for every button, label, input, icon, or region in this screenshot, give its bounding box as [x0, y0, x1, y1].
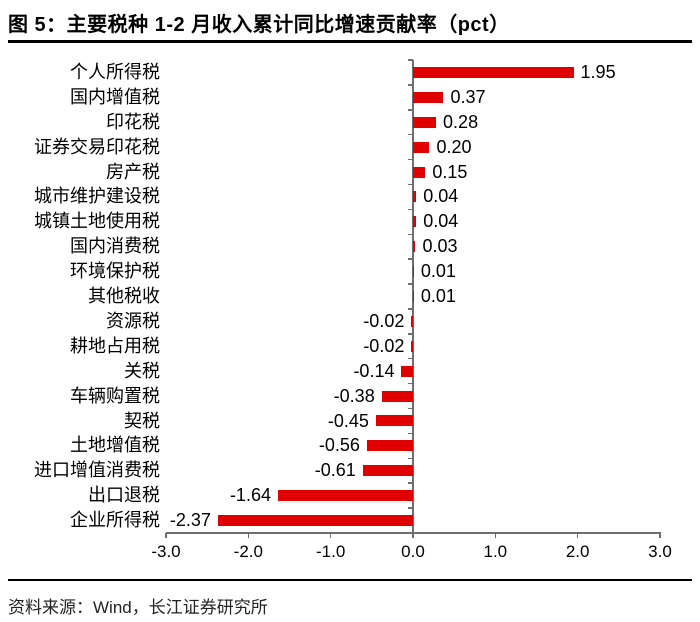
x-axis-tick: [576, 533, 579, 538]
x-axis-tick: [247, 533, 250, 538]
x-tick-label: 1.0: [483, 542, 508, 561]
value-label: -0.14: [353, 360, 395, 381]
bar: [413, 166, 426, 178]
value-label: 0.01: [420, 261, 456, 282]
y-axis-tick: [407, 507, 413, 509]
value-label: -0.61: [314, 460, 356, 481]
bar: [413, 116, 437, 128]
y-axis-tick: [407, 208, 413, 211]
y-axis-tick: [407, 233, 413, 235]
y-axis-tick: [407, 407, 413, 410]
category-label: 进口增值消费税: [34, 460, 160, 481]
bar: [413, 141, 430, 153]
bar: [401, 365, 413, 377]
y-axis-tick: [407, 333, 413, 335]
value-label: 0.04: [423, 211, 459, 232]
category-label: 契税: [124, 410, 160, 431]
value-label: -0.45: [327, 410, 369, 431]
bar: [413, 66, 574, 78]
category-label: 企业所得税: [70, 510, 160, 531]
value-label: 0.04: [423, 186, 459, 207]
value-label: -0.38: [333, 385, 375, 406]
bar: [413, 191, 417, 203]
value-label: 0.20: [436, 136, 472, 157]
bar: [413, 291, 414, 302]
x-tick-label: -2.0: [233, 542, 263, 561]
category-label: 耕地占用税: [70, 335, 160, 356]
category-label: 环境保护税: [70, 261, 160, 282]
x-axis-tick: [329, 533, 332, 538]
bar: [217, 515, 413, 527]
y-axis-tick: [407, 432, 413, 435]
value-label: 1.95: [580, 62, 616, 82]
category-label: 资源税: [106, 310, 160, 331]
title-divider: [8, 40, 692, 43]
value-label: -0.02: [363, 335, 405, 356]
category-label: 城市维护建设税: [34, 186, 160, 207]
value-label: -2.37: [169, 510, 211, 531]
bar: [411, 340, 413, 352]
y-axis-tick: [407, 183, 413, 186]
category-label: 证券交易印花税: [34, 136, 160, 157]
x-tick-label: 0.0: [401, 542, 425, 561]
y-axis-tick: [407, 308, 413, 310]
bar: [381, 390, 413, 402]
y-axis-tick: [407, 482, 413, 484]
value-label: 0.01: [420, 286, 456, 307]
x-axis-tick: [165, 533, 167, 538]
bar: [277, 490, 413, 502]
bar: [413, 241, 416, 253]
figure-title: 图 5：主要税种 1-2 月收入累计同比增速贡献率（pct）: [8, 14, 510, 36]
category-label: 国内增值税: [70, 86, 160, 107]
footer-divider: [8, 579, 692, 581]
x-axis-tick: [659, 533, 661, 538]
bar: [375, 415, 413, 427]
y-axis-tick: [407, 283, 413, 285]
category-label: 国内消费税: [70, 236, 160, 257]
category-label: 土地增值税: [70, 435, 160, 456]
category-label: 其他税收: [88, 286, 160, 307]
value-label: -0.02: [363, 310, 405, 331]
category-label: 车辆购置税: [70, 385, 160, 406]
x-tick-label: -1.0: [316, 542, 346, 561]
source-note: 资料来源：Wind，长江证券研究所: [8, 598, 268, 617]
category-label: 个人所得税: [70, 62, 160, 82]
category-label: 出口退税: [88, 485, 160, 506]
y-axis-tick: [407, 133, 413, 136]
bar: [411, 315, 413, 327]
x-tick-label: 2.0: [565, 542, 590, 561]
bar: [413, 216, 417, 228]
y-axis-tick: [407, 109, 413, 111]
bar: [413, 91, 444, 103]
y-axis-tick: [407, 158, 413, 161]
x-axis-tick: [494, 533, 497, 538]
y-axis-tick: [407, 258, 413, 260]
value-label: -1.64: [229, 485, 271, 506]
bar: [366, 440, 413, 452]
value-label: 0.37: [450, 86, 486, 107]
y-axis-tick: [407, 382, 413, 385]
x-axis-tick: [412, 533, 414, 538]
value-label: 0.03: [422, 236, 458, 257]
x-tick-label: -3.0: [151, 542, 181, 561]
value-label: 0.15: [432, 161, 468, 182]
category-label: 房产税: [106, 161, 160, 182]
category-label: 印花税: [106, 111, 160, 132]
y-axis-tick: [407, 357, 413, 360]
y-axis-tick: [407, 84, 413, 86]
category-label: 城镇土地使用税: [34, 211, 160, 232]
bar: [362, 465, 413, 477]
value-label: 0.28: [443, 111, 479, 132]
y-axis-tick: [407, 457, 413, 460]
bar: [413, 266, 414, 278]
y-axis-tick: [407, 59, 413, 61]
category-label: 关税: [124, 360, 160, 381]
value-label: -0.56: [318, 435, 360, 456]
x-tick-label: 3.0: [648, 542, 672, 561]
